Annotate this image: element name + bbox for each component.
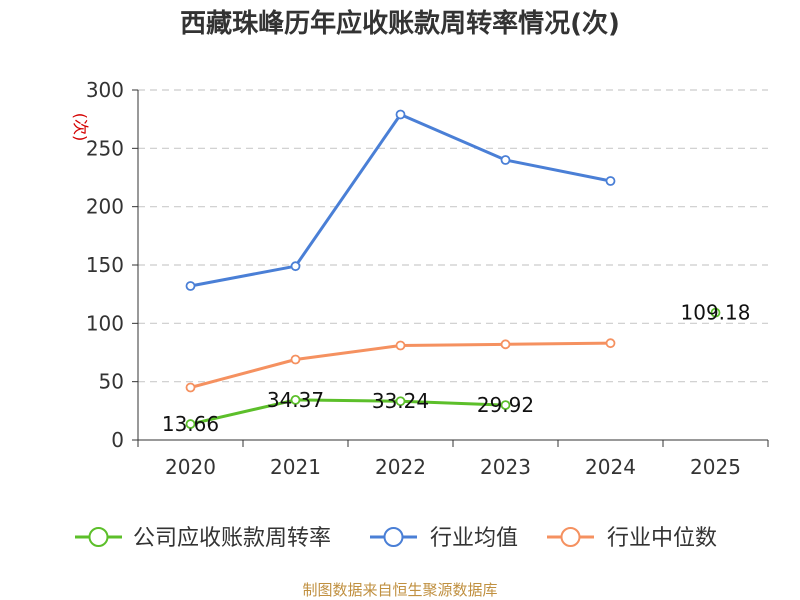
y-tick-label: 50 <box>99 370 124 394</box>
series-0 <box>185 307 721 429</box>
data-point <box>185 382 196 393</box>
series-line <box>190 113 611 288</box>
data-label: 13.66 <box>162 412 219 436</box>
data-label: 33.24 <box>372 389 429 413</box>
legend-marker <box>88 527 109 547</box>
x-tick-label: 2021 <box>270 455 321 479</box>
x-tick-label: 2025 <box>690 455 741 479</box>
x-tick-label: 2023 <box>480 455 531 479</box>
series-1 <box>185 109 616 291</box>
data-point <box>290 395 301 405</box>
x-tick-label: 2024 <box>585 455 636 479</box>
data-point <box>185 419 196 429</box>
data-point <box>500 339 511 350</box>
data-point <box>290 354 301 365</box>
data-point <box>395 340 406 351</box>
y-axis-label: (次) <box>71 113 90 142</box>
y-tick-label: 200 <box>86 195 124 219</box>
chart-title: 西藏珠峰历年应收账款周转率情况(次) <box>180 8 620 39</box>
legend: 公司应收账款周转率 行业均值 行业中位数 <box>75 526 717 551</box>
grid <box>138 89 768 383</box>
data-label: 109.18 <box>681 301 751 325</box>
y-tick-label: 100 <box>86 311 124 335</box>
data-point <box>605 176 616 186</box>
legend-item-2: 行业中位数 <box>547 526 717 551</box>
data-point <box>185 281 196 291</box>
source-note: 制图数据来自恒生聚源数据库 <box>302 581 497 599</box>
data-label: 34.37 <box>267 388 324 412</box>
x-tick-label: 2022 <box>375 455 426 479</box>
legend-label: 公司应收账款周转率 <box>133 526 331 551</box>
y-tick-label: 250 <box>86 136 124 160</box>
data-point <box>500 400 511 410</box>
data-label: 29.92 <box>477 393 534 417</box>
series-line <box>190 398 506 426</box>
data-point <box>500 155 511 165</box>
y-tick-label: 0 <box>111 428 124 452</box>
series-2 <box>185 338 616 393</box>
x-tick-label: 2020 <box>165 455 216 479</box>
legend-marker <box>560 527 581 547</box>
legend-item-0: 公司应收账款周转率 <box>75 526 331 551</box>
y-tick-label: 300 <box>86 78 124 102</box>
data-point <box>290 261 301 272</box>
axes: 0 50 100 150 200 250 300 2020 2021 2022 2023 2024 20… <box>86 78 769 479</box>
legend-marker <box>383 527 404 547</box>
data-point <box>395 109 406 120</box>
legend-item-1: 行业均值 <box>370 526 518 551</box>
legend-label: 行业中位数 <box>607 526 717 551</box>
data-point <box>395 396 406 407</box>
data-point <box>605 338 616 349</box>
legend-label: 行业均值 <box>430 526 518 551</box>
series-group: 13.66 34.37 33.24 29.92 109.18 <box>162 109 751 436</box>
y-tick-label: 150 <box>86 253 124 277</box>
data-point <box>710 307 721 318</box>
